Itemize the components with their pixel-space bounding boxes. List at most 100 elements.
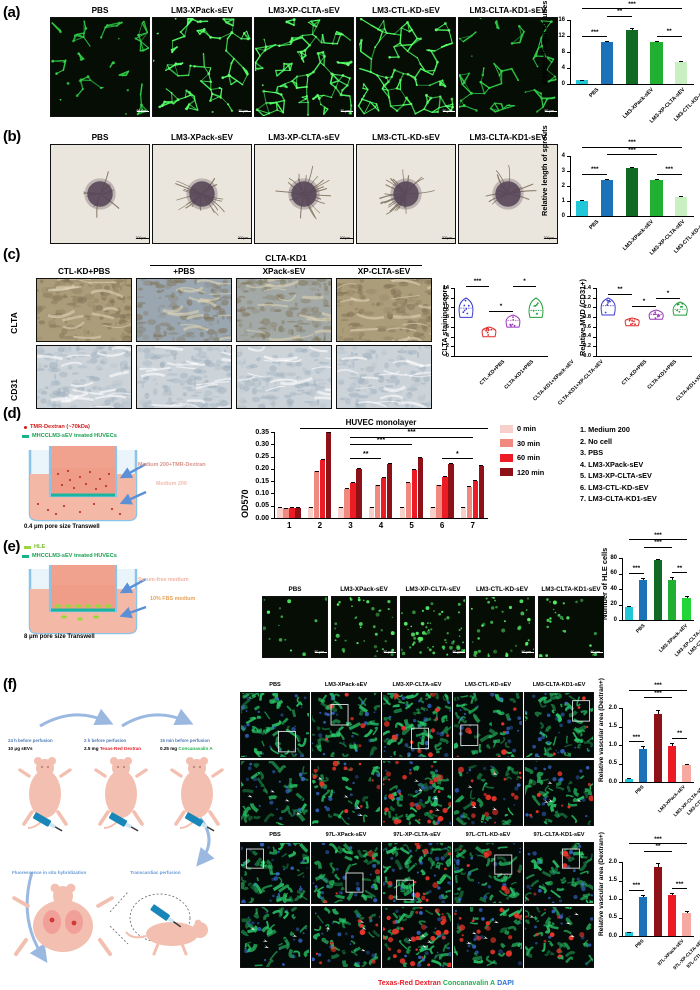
legend-swatch bbox=[500, 439, 513, 447]
column-title: LM3-XPack-sEV bbox=[171, 133, 233, 142]
y-tick-label: 2 bbox=[445, 343, 449, 350]
y-axis bbox=[570, 20, 572, 84]
violin-shape bbox=[600, 297, 616, 316]
micrograph bbox=[136, 278, 232, 342]
error-bar-cap bbox=[604, 41, 609, 43]
error-bar-cap bbox=[295, 507, 300, 509]
lung-mouse-icon bbox=[12, 883, 114, 956]
bar bbox=[639, 580, 648, 620]
x-tick-label: 2 bbox=[317, 521, 323, 530]
column-title: LM3-XPack-sEV bbox=[340, 586, 388, 593]
micrograph bbox=[382, 760, 452, 826]
y-tick bbox=[619, 782, 622, 783]
micrograph bbox=[336, 345, 432, 409]
error-bar-cap bbox=[320, 459, 325, 461]
y-tick-label: 0.5 bbox=[608, 760, 617, 767]
bar bbox=[600, 42, 614, 84]
error-bar-cap bbox=[412, 469, 417, 471]
group-list-item: 7. LM3-CLTA-KD1-sEV bbox=[580, 494, 657, 503]
y-tick-label: 0 bbox=[445, 352, 449, 359]
error-bar-cap bbox=[381, 476, 386, 478]
x-tick-label: CLTA-KD1+PBS bbox=[503, 359, 536, 391]
error-bar-cap bbox=[626, 605, 631, 607]
y-tick-label: 4 bbox=[561, 64, 565, 71]
bar bbox=[639, 748, 648, 782]
error-bar-cap bbox=[655, 709, 660, 711]
significance-stars: *** bbox=[675, 880, 684, 888]
error-bar-cap bbox=[684, 911, 689, 913]
legend-swatch bbox=[500, 453, 513, 462]
error-bar-cap bbox=[626, 931, 631, 933]
legend-label: 30 min bbox=[517, 438, 541, 448]
bar bbox=[399, 507, 405, 518]
significance-stars: ** bbox=[617, 8, 623, 15]
significance-stars: ** bbox=[677, 730, 683, 738]
transwell-04um-diagram bbox=[28, 446, 147, 522]
y-tick-label: 0.8 bbox=[583, 313, 591, 320]
error-bar-cap bbox=[430, 506, 435, 508]
micrograph bbox=[453, 692, 523, 758]
y-tick bbox=[451, 326, 454, 328]
micrograph bbox=[236, 278, 332, 342]
column-title: LM3-XP-CLTA-sEV bbox=[392, 682, 442, 688]
error-bar bbox=[643, 746, 645, 749]
y-tick bbox=[567, 84, 570, 85]
violin-shape bbox=[624, 317, 640, 327]
panel-e-letter: (e) bbox=[3, 538, 20, 555]
error-bar-cap bbox=[670, 893, 675, 895]
legend-item: 30 min bbox=[500, 439, 544, 448]
y-tick-label: 80 bbox=[610, 554, 617, 561]
y-tick-label: 2 bbox=[561, 182, 565, 189]
panel-e-caption: 8 μm pore size Transwell bbox=[24, 634, 95, 640]
y-tick bbox=[567, 68, 570, 69]
y-tick bbox=[451, 336, 454, 338]
bar bbox=[277, 507, 283, 518]
significance-bracket bbox=[608, 293, 632, 295]
micrograph: 50 μm bbox=[400, 596, 466, 658]
y-axis bbox=[570, 156, 572, 216]
panel-f-schematic: 24 h before perfusion 10 μg sEVs 2 h befo… bbox=[4, 690, 232, 980]
y-tick-label: 0.30 bbox=[255, 440, 269, 448]
clta-kd1-group-bar bbox=[150, 265, 422, 267]
column-title: LM3-CLTA-KD1-sEV bbox=[541, 586, 601, 593]
panel-f-step-agent: Concanavalin A bbox=[178, 746, 213, 751]
error-bar-cap bbox=[629, 166, 634, 168]
y-tick bbox=[567, 156, 570, 157]
error-bar-cap bbox=[369, 506, 374, 508]
x-axis bbox=[622, 620, 694, 622]
y-tick-label: 0.20 bbox=[255, 465, 269, 473]
panel-d-time-legend: 0 min 30 min 60 min 120 min bbox=[500, 424, 544, 482]
significance-stars: *** bbox=[591, 166, 599, 174]
panel-f-step-dose: 2.5 mg Texas-Red Dextran bbox=[84, 746, 142, 751]
error-bar-cap bbox=[679, 195, 684, 197]
channel-legend-segment: / bbox=[440, 980, 443, 987]
legend-swatch bbox=[500, 424, 513, 433]
y-tick bbox=[593, 346, 596, 348]
bar bbox=[653, 560, 662, 620]
bar bbox=[350, 482, 356, 518]
error-bar-cap bbox=[283, 507, 288, 509]
micrograph: 50 μm bbox=[356, 17, 456, 117]
chart-title: HUVEC monolayer bbox=[345, 418, 417, 427]
column-title: +PBS bbox=[173, 267, 195, 276]
micrograph: 50 μm bbox=[331, 596, 397, 658]
panel-f-step-dose: 10 μg sEVs bbox=[8, 746, 33, 751]
y-tick-label: 1.4 bbox=[583, 284, 591, 291]
micrograph bbox=[524, 692, 594, 758]
bar bbox=[417, 457, 423, 518]
panel-e-top-medium-label: Serum-free medium bbox=[138, 577, 189, 583]
micrograph: 200μm bbox=[254, 144, 354, 244]
y-tick-label: 1.0 bbox=[583, 304, 591, 311]
significance-bracket bbox=[582, 8, 682, 9]
bar bbox=[667, 579, 677, 620]
micrograph: 200μm bbox=[50, 144, 150, 244]
micrograph: 50 μm bbox=[152, 17, 252, 117]
violin-shape bbox=[505, 314, 521, 328]
scale-bar: 50 μm bbox=[314, 650, 327, 654]
bar bbox=[575, 201, 589, 216]
y-tick-label: 40 bbox=[610, 585, 617, 592]
y-axis bbox=[622, 862, 624, 936]
micrograph: 200μm bbox=[458, 144, 558, 244]
error-bar-cap bbox=[326, 431, 331, 433]
significance-stars: ** bbox=[677, 564, 683, 572]
